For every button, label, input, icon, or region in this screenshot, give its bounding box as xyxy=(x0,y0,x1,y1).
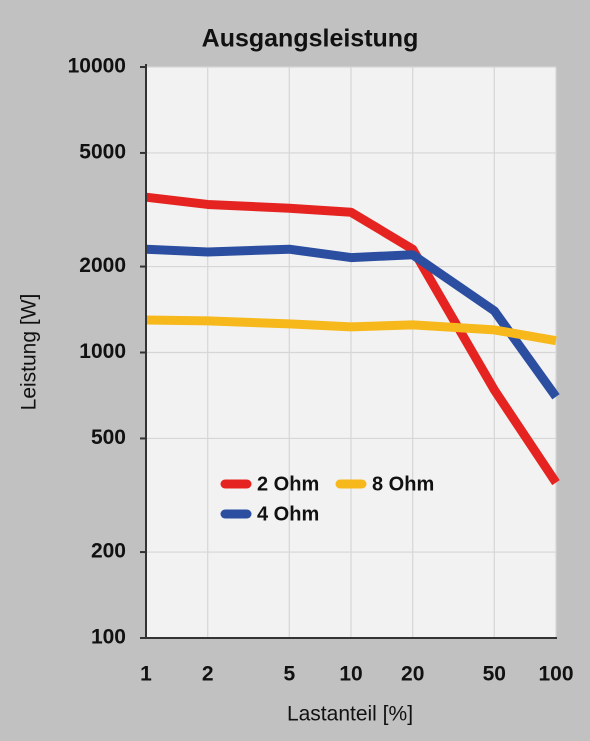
grid xyxy=(140,66,557,639)
y-tick-label: 500 xyxy=(91,426,126,449)
series-line xyxy=(145,192,560,486)
x-tick-label: 10 xyxy=(339,663,362,686)
x-tick-label: 1 xyxy=(140,663,152,686)
series-line xyxy=(145,244,560,400)
y-tick-label: 1000 xyxy=(79,340,126,363)
y-tick-label: 5000 xyxy=(79,140,126,163)
y-tick-label: 10000 xyxy=(68,55,126,78)
series-line xyxy=(145,315,557,346)
x-axis-label: Lastanteil [%] xyxy=(287,703,413,726)
x-tick-label: 2 xyxy=(202,663,214,686)
legend-label: 2 Ohm xyxy=(257,473,319,495)
y-tick-label: 2000 xyxy=(79,254,126,277)
x-tick-label: 20 xyxy=(401,663,424,686)
chart-title: Ausgangsleistung xyxy=(202,25,419,53)
x-tick-label: 100 xyxy=(538,663,573,686)
x-tick-label: 50 xyxy=(483,663,506,686)
y-axis-label: Leistung [W] xyxy=(18,294,41,411)
legend-label: 4 Ohm xyxy=(257,503,319,525)
lines xyxy=(145,192,560,486)
legend: 2 Ohm 4 Ohm 8 Ohm xyxy=(220,473,434,525)
y-tick-label: 200 xyxy=(91,540,126,563)
y-tick-label: 100 xyxy=(91,626,126,649)
x-tick-label: 5 xyxy=(283,663,295,686)
legend-label: 8 Ohm xyxy=(372,473,434,495)
